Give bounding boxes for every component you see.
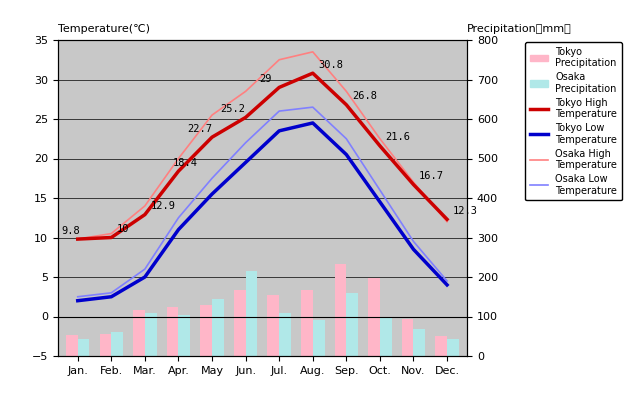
Text: 25.2: 25.2 bbox=[221, 104, 246, 114]
Tokyo Low
Temperature bbox=[309, 120, 317, 125]
Line: Tokyo High
Temperature: Tokyo High Temperature bbox=[77, 73, 447, 239]
Osaka High
Temperature bbox=[376, 136, 384, 141]
Bar bbox=[301, 290, 313, 356]
Osaka Low
Temperature bbox=[342, 136, 350, 141]
Osaka High
Temperature bbox=[175, 156, 182, 161]
Bar bbox=[447, 339, 459, 356]
Line: Osaka Low
Temperature: Osaka Low Temperature bbox=[77, 107, 447, 297]
Text: 29: 29 bbox=[260, 74, 272, 84]
Bar bbox=[212, 299, 224, 356]
Tokyo High
Temperature bbox=[208, 135, 216, 140]
Tokyo Low
Temperature bbox=[141, 274, 148, 279]
Text: 18.4: 18.4 bbox=[173, 158, 198, 168]
Tokyo Low
Temperature bbox=[74, 298, 81, 303]
Text: Temperature(℃): Temperature(℃) bbox=[58, 24, 150, 34]
Tokyo High
Temperature bbox=[342, 102, 350, 107]
Tokyo Low
Temperature bbox=[376, 200, 384, 204]
Osaka Low
Temperature bbox=[175, 215, 182, 220]
Bar bbox=[166, 307, 179, 356]
Text: Precipitation（mm）: Precipitation（mm） bbox=[467, 24, 572, 34]
Bar bbox=[66, 336, 77, 356]
Bar bbox=[200, 306, 212, 356]
Bar bbox=[435, 336, 447, 356]
Tokyo High
Temperature bbox=[141, 212, 148, 217]
Bar bbox=[179, 315, 190, 356]
Bar bbox=[402, 319, 413, 356]
Osaka Low
Temperature bbox=[208, 176, 216, 181]
Bar bbox=[100, 334, 111, 356]
Bar bbox=[279, 312, 291, 356]
Tokyo Low
Temperature bbox=[208, 192, 216, 196]
Bar bbox=[246, 271, 257, 356]
Tokyo Low
Temperature bbox=[410, 247, 417, 252]
Osaka Low
Temperature bbox=[410, 239, 417, 244]
Tokyo Low
Temperature bbox=[175, 227, 182, 232]
Osaka Low
Temperature bbox=[275, 109, 283, 114]
Osaka Low
Temperature bbox=[141, 267, 148, 272]
Tokyo High
Temperature bbox=[309, 71, 317, 76]
Osaka Low
Temperature bbox=[376, 188, 384, 192]
Text: 21.6: 21.6 bbox=[385, 132, 410, 142]
Tokyo Low
Temperature bbox=[275, 128, 283, 133]
Text: 30.8: 30.8 bbox=[318, 60, 343, 70]
Legend: Tokyo
Precipitation, Osaka
Precipitation, Tokyo High
Temperature, Tokyo Low
Temp: Tokyo Precipitation, Osaka Precipitation… bbox=[525, 42, 622, 200]
Osaka High
Temperature bbox=[242, 89, 250, 94]
Text: 26.8: 26.8 bbox=[352, 91, 377, 101]
Line: Tokyo Low
Temperature: Tokyo Low Temperature bbox=[77, 123, 447, 301]
Bar bbox=[268, 295, 279, 356]
Osaka High
Temperature bbox=[444, 219, 451, 224]
Bar bbox=[335, 264, 346, 356]
Tokyo High
Temperature bbox=[74, 237, 81, 242]
Osaka High
Temperature bbox=[275, 57, 283, 62]
Line: Osaka High
Temperature: Osaka High Temperature bbox=[77, 52, 447, 239]
Bar bbox=[111, 332, 123, 356]
Osaka Low
Temperature bbox=[74, 294, 81, 299]
Bar bbox=[145, 313, 157, 356]
Text: 22.7: 22.7 bbox=[187, 124, 212, 134]
Bar bbox=[413, 329, 425, 356]
Osaka High
Temperature bbox=[208, 113, 216, 118]
Tokyo High
Temperature bbox=[175, 169, 182, 174]
Bar bbox=[133, 310, 145, 356]
Osaka Low
Temperature bbox=[108, 290, 115, 295]
Tokyo High
Temperature bbox=[242, 115, 250, 120]
Bar bbox=[368, 278, 380, 356]
Tokyo Low
Temperature bbox=[444, 282, 451, 287]
Osaka Low
Temperature bbox=[444, 278, 451, 283]
Osaka High
Temperature bbox=[108, 231, 115, 236]
Tokyo High
Temperature bbox=[444, 217, 451, 222]
Text: 12.9: 12.9 bbox=[150, 201, 175, 211]
Osaka High
Temperature bbox=[74, 237, 81, 242]
Tokyo High
Temperature bbox=[410, 182, 417, 187]
Osaka High
Temperature bbox=[309, 50, 317, 54]
Tokyo High
Temperature bbox=[275, 85, 283, 90]
Osaka High
Temperature bbox=[410, 180, 417, 184]
Osaka High
Temperature bbox=[342, 89, 350, 94]
Text: 10: 10 bbox=[117, 224, 129, 234]
Text: 16.7: 16.7 bbox=[419, 171, 444, 181]
Text: 12.3: 12.3 bbox=[452, 206, 477, 216]
Bar bbox=[234, 290, 246, 356]
Osaka High
Temperature bbox=[141, 204, 148, 208]
Bar bbox=[346, 293, 358, 356]
Tokyo Low
Temperature bbox=[108, 294, 115, 299]
Tokyo High
Temperature bbox=[108, 235, 115, 240]
Bar bbox=[77, 339, 90, 356]
Bar bbox=[380, 318, 392, 356]
Osaka Low
Temperature bbox=[242, 140, 250, 145]
Tokyo Low
Temperature bbox=[342, 152, 350, 157]
Osaka Low
Temperature bbox=[309, 105, 317, 110]
Text: 9.8: 9.8 bbox=[61, 226, 80, 236]
Bar bbox=[313, 320, 324, 356]
Tokyo Low
Temperature bbox=[242, 160, 250, 165]
Tokyo High
Temperature bbox=[376, 144, 384, 148]
